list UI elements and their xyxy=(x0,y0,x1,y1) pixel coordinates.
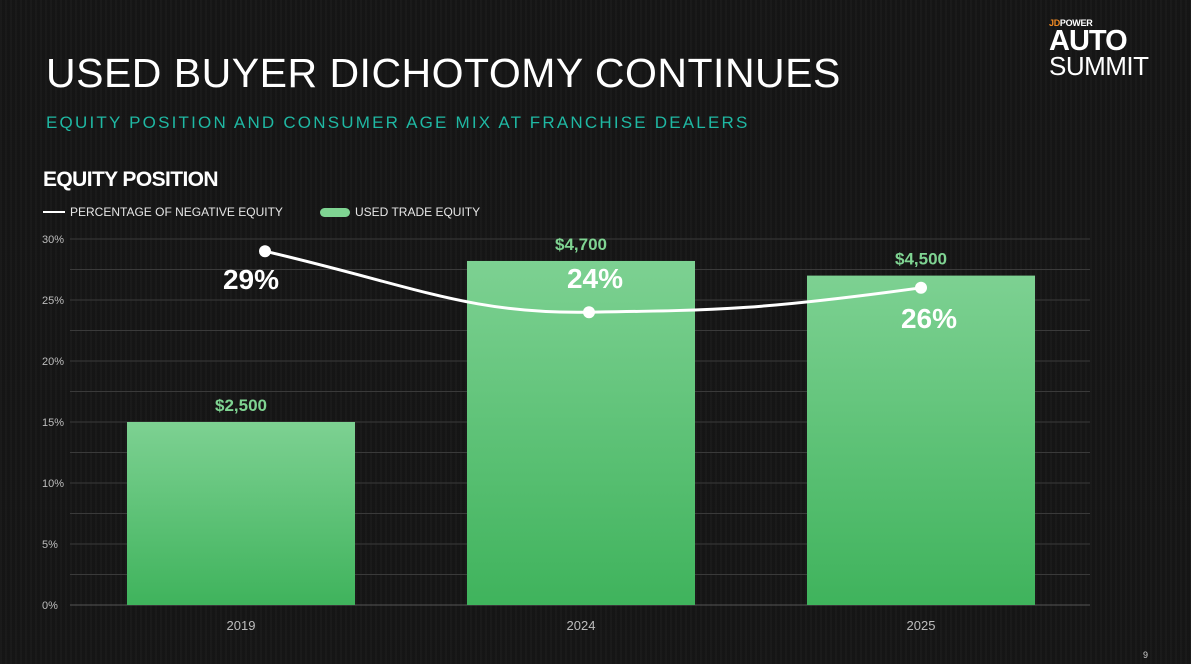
bar-value-label: $2,500 xyxy=(215,396,267,415)
bar-value-label: $4,500 xyxy=(895,250,947,269)
page-number: 9 xyxy=(1143,650,1149,660)
section-title: EQUITY POSITION xyxy=(43,168,219,191)
negative-equity-point xyxy=(583,306,595,319)
x-tick-label: 2025 xyxy=(907,618,936,633)
legend-line-swatch xyxy=(43,211,65,213)
y-tick-label: 10% xyxy=(42,478,64,490)
y-tick-label: 20% xyxy=(42,356,64,368)
legend-label-trade-equity: USED TRADE EQUITY xyxy=(355,205,481,219)
legend-bar-swatch xyxy=(320,207,350,217)
bar-value-label: $4,700 xyxy=(555,235,607,254)
logo-summit-text: SUMMIT xyxy=(1049,51,1149,81)
legend-label-negative-equity: PERCENTAGE OF NEGATIVE EQUITY xyxy=(70,205,283,219)
bar-2024 xyxy=(467,260,695,605)
y-tick-label: 5% xyxy=(42,539,58,551)
y-tick-label: 0% xyxy=(42,600,58,612)
y-tick-label: 25% xyxy=(42,295,64,307)
page-title: USED BUYER DICHOTOMY CONTINUES xyxy=(46,50,841,96)
bar-2025 xyxy=(807,275,1035,605)
logo-auto-text: AUTO xyxy=(1049,25,1128,57)
legend-item-negative-equity: PERCENTAGE OF NEGATIVE EQUITY xyxy=(43,205,283,219)
negative-equity-point xyxy=(915,281,927,294)
jdpower-wordmark: JDPOWER xyxy=(1049,18,1093,28)
legend-item-trade-equity: USED TRADE EQUITY xyxy=(320,205,480,219)
auto-summit-logo: JDPOWER AUTO SUMMIT xyxy=(1049,18,1159,82)
line-value-label: 29% xyxy=(223,264,279,295)
negative-equity-point xyxy=(259,245,271,258)
y-tick-label: 15% xyxy=(42,417,64,429)
y-tick-label: 30% xyxy=(42,234,64,246)
line-value-label: 26% xyxy=(901,303,957,334)
x-tick-label: 2024 xyxy=(567,618,596,633)
bar-2019 xyxy=(127,422,355,605)
x-tick-label: 2019 xyxy=(227,618,256,633)
page-subtitle: EQUITY POSITION AND CONSUMER AGE MIX AT … xyxy=(46,113,750,132)
line-value-label: 24% xyxy=(567,263,623,294)
